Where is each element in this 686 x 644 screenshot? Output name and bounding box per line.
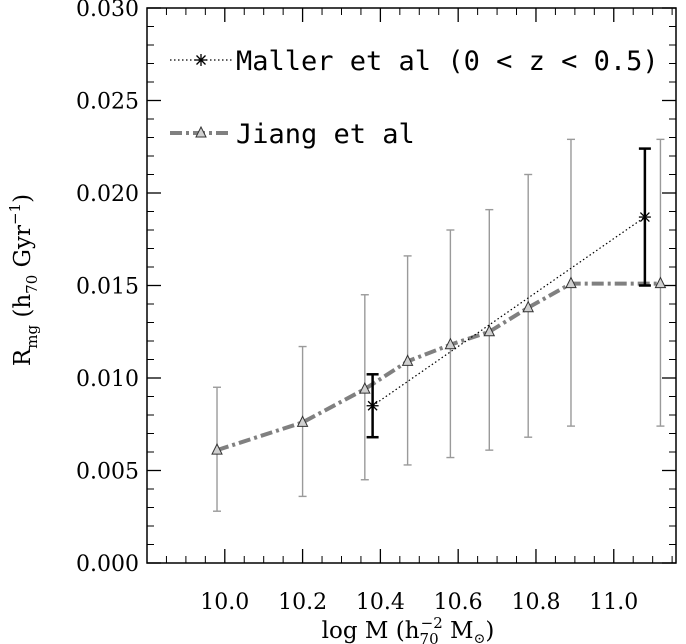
- legend-marker-maller: [195, 54, 207, 66]
- y-tick-label: 0.020: [76, 182, 139, 207]
- y-axis-label-paren: (h: [10, 294, 36, 325]
- x-tick-label: 10.4: [356, 590, 405, 615]
- legend-marker-jiang: [195, 125, 207, 138]
- x-tick-label: 10.0: [200, 590, 249, 615]
- y-axis-label-close: ): [10, 194, 36, 203]
- series-group: [211, 138, 667, 512]
- jiang-data-point: [522, 300, 535, 313]
- y-tick-label: 0.025: [76, 90, 139, 115]
- maller-asterisk-stroke: [639, 212, 650, 223]
- ticks-group: 0.000 0.005 0.010 0.015 0.020 0.025 0.030 10.0 1…: [76, 0, 676, 615]
- x-tick-label: 10.2: [278, 590, 327, 615]
- x-axis-label-sub: 70: [420, 630, 439, 644]
- jiang-data-point: [654, 276, 667, 289]
- y-axis-label-sub: mg: [23, 325, 41, 349]
- x-axis-label: log M (h70−2 M⊙): [322, 614, 495, 644]
- x-axis-label-sup: −2: [421, 614, 443, 632]
- x-axis-label-main: log M (h: [322, 618, 420, 644]
- jiang-data-point: [211, 443, 223, 455]
- jiang-data-point: [296, 415, 309, 427]
- maller-data-point: [638, 211, 651, 224]
- x-tick-label: 11.0: [589, 590, 638, 615]
- x-axis-label-msun: M: [443, 618, 474, 644]
- y-tick-label: 0.030: [76, 0, 139, 22]
- jiang-data-point: [359, 381, 371, 394]
- maller-series-line: [372, 216, 646, 407]
- y-axis-label: Rmg (h70 Gyr−1): [6, 194, 41, 366]
- legend: Maller et al (0 < z < 0.5) Jiang et al: [170, 46, 659, 150]
- y-axis-label-sup: −1: [6, 203, 24, 225]
- x-tick-label: 10.6: [434, 590, 483, 615]
- maller-data-point: [366, 399, 379, 412]
- jiang-data-point: [444, 337, 457, 350]
- y-tick-label: 0.015: [76, 275, 139, 300]
- y-axis-label-gyr: Gyr: [10, 225, 36, 275]
- x-axis-label-sun-symbol: ⊙: [474, 631, 486, 644]
- maller-asterisk-stroke: [367, 400, 378, 411]
- legend-label-jiang: Jiang et al: [236, 119, 415, 150]
- jiang-data-point: [483, 324, 496, 337]
- y-axis-label-main: R: [10, 348, 36, 366]
- jiang-data-point: [565, 276, 577, 289]
- x-tick-label: 10.8: [511, 590, 560, 615]
- y-tick-label: 0.005: [76, 460, 139, 485]
- x-axis-label-close: ): [485, 618, 494, 644]
- jiang-data-point: [401, 354, 414, 366]
- y-tick-label: 0.010: [76, 367, 139, 392]
- legend-label-maller: Maller et al (0 < z < 0.5): [236, 46, 659, 77]
- y-tick-label: 0.000: [76, 552, 139, 577]
- y-axis-label-h-sub: 70: [23, 275, 41, 294]
- jiang-series-line: [216, 281, 661, 453]
